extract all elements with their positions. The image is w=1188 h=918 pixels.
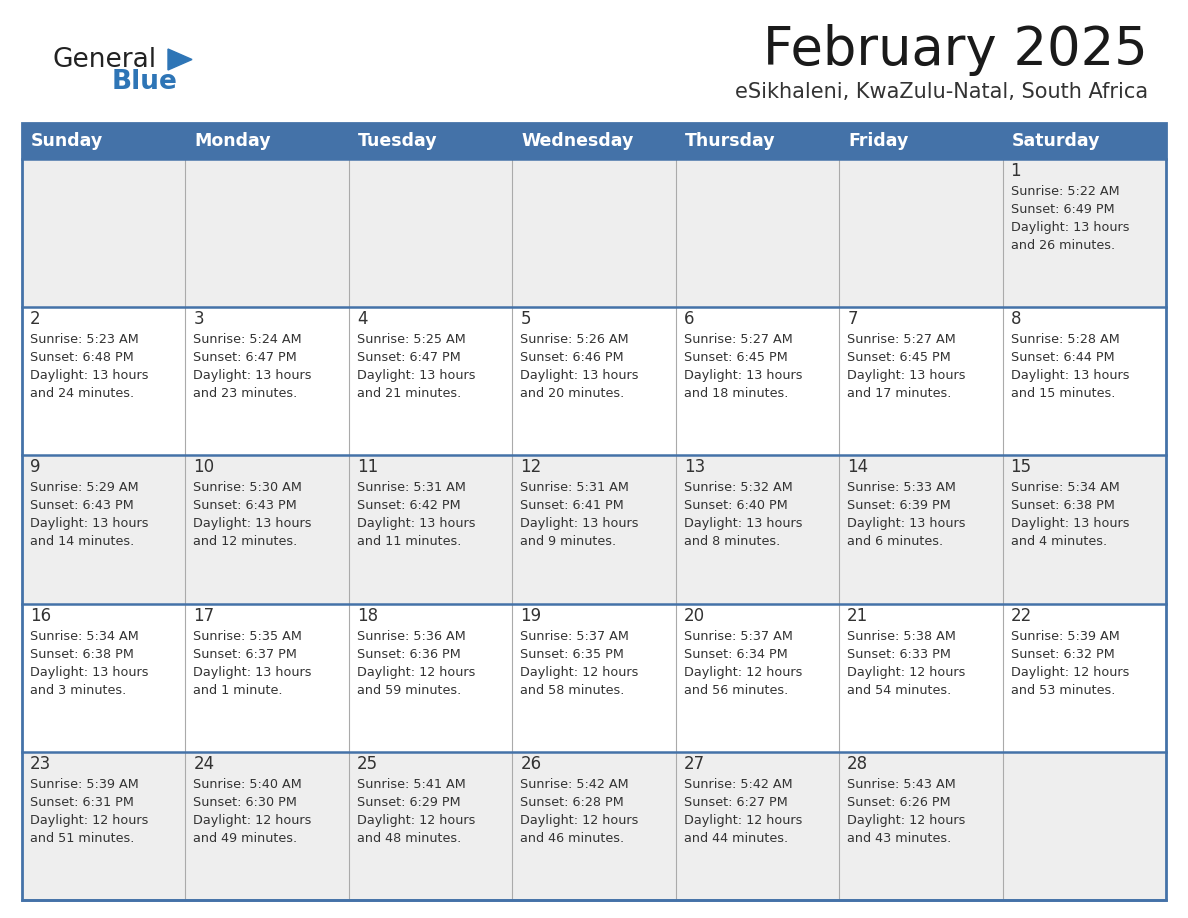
Text: 16: 16 <box>30 607 51 624</box>
Bar <box>185 123 349 159</box>
Text: Sunrise: 5:29 AM
Sunset: 6:43 PM
Daylight: 13 hours
and 14 minutes.: Sunrise: 5:29 AM Sunset: 6:43 PM Dayligh… <box>30 481 148 548</box>
Text: 28: 28 <box>847 755 868 773</box>
Text: Sunrise: 5:41 AM
Sunset: 6:29 PM
Daylight: 12 hours
and 48 minutes.: Sunrise: 5:41 AM Sunset: 6:29 PM Dayligh… <box>356 778 475 845</box>
Text: General: General <box>52 47 156 73</box>
Bar <box>839 123 1003 159</box>
Bar <box>23 752 1165 900</box>
Text: Sunrise: 5:31 AM
Sunset: 6:41 PM
Daylight: 13 hours
and 9 minutes.: Sunrise: 5:31 AM Sunset: 6:41 PM Dayligh… <box>520 481 639 548</box>
Bar <box>349 123 512 159</box>
Text: Monday: Monday <box>195 132 271 150</box>
Polygon shape <box>168 49 192 70</box>
Text: 13: 13 <box>684 458 704 476</box>
Text: Sunrise: 5:27 AM
Sunset: 6:45 PM
Daylight: 13 hours
and 18 minutes.: Sunrise: 5:27 AM Sunset: 6:45 PM Dayligh… <box>684 333 802 400</box>
Text: Thursday: Thursday <box>684 132 776 150</box>
Text: Sunrise: 5:25 AM
Sunset: 6:47 PM
Daylight: 13 hours
and 21 minutes.: Sunrise: 5:25 AM Sunset: 6:47 PM Dayligh… <box>356 333 475 400</box>
Text: 11: 11 <box>356 458 378 476</box>
Text: 3: 3 <box>194 310 204 329</box>
Text: Sunrise: 5:31 AM
Sunset: 6:42 PM
Daylight: 13 hours
and 11 minutes.: Sunrise: 5:31 AM Sunset: 6:42 PM Dayligh… <box>356 481 475 548</box>
Text: 10: 10 <box>194 458 215 476</box>
Text: 23: 23 <box>30 755 51 773</box>
Text: 18: 18 <box>356 607 378 624</box>
Bar <box>1003 123 1165 159</box>
Text: 24: 24 <box>194 755 215 773</box>
Text: 26: 26 <box>520 755 542 773</box>
Bar <box>23 123 1165 900</box>
Text: 22: 22 <box>1011 607 1032 624</box>
Text: 8: 8 <box>1011 310 1020 329</box>
Bar <box>23 308 1165 455</box>
Text: Sunrise: 5:39 AM
Sunset: 6:31 PM
Daylight: 12 hours
and 51 minutes.: Sunrise: 5:39 AM Sunset: 6:31 PM Dayligh… <box>30 778 148 845</box>
Text: 20: 20 <box>684 607 704 624</box>
Text: 4: 4 <box>356 310 367 329</box>
Text: Sunrise: 5:42 AM
Sunset: 6:27 PM
Daylight: 12 hours
and 44 minutes.: Sunrise: 5:42 AM Sunset: 6:27 PM Dayligh… <box>684 778 802 845</box>
Bar <box>676 123 839 159</box>
Text: Sunrise: 5:39 AM
Sunset: 6:32 PM
Daylight: 12 hours
and 53 minutes.: Sunrise: 5:39 AM Sunset: 6:32 PM Dayligh… <box>1011 630 1129 697</box>
Text: 6: 6 <box>684 310 694 329</box>
Text: eSikhaleni, KwaZulu-Natal, South Africa: eSikhaleni, KwaZulu-Natal, South Africa <box>735 82 1148 102</box>
Text: 5: 5 <box>520 310 531 329</box>
Text: Sunrise: 5:28 AM
Sunset: 6:44 PM
Daylight: 13 hours
and 15 minutes.: Sunrise: 5:28 AM Sunset: 6:44 PM Dayligh… <box>1011 333 1129 400</box>
Text: Tuesday: Tuesday <box>358 132 437 150</box>
Text: Wednesday: Wednesday <box>522 132 633 150</box>
Text: Sunrise: 5:26 AM
Sunset: 6:46 PM
Daylight: 13 hours
and 20 minutes.: Sunrise: 5:26 AM Sunset: 6:46 PM Dayligh… <box>520 333 639 400</box>
Text: Sunday: Sunday <box>31 132 103 150</box>
Text: 19: 19 <box>520 607 542 624</box>
Text: Sunrise: 5:42 AM
Sunset: 6:28 PM
Daylight: 12 hours
and 46 minutes.: Sunrise: 5:42 AM Sunset: 6:28 PM Dayligh… <box>520 778 639 845</box>
Text: 27: 27 <box>684 755 704 773</box>
Text: Sunrise: 5:40 AM
Sunset: 6:30 PM
Daylight: 12 hours
and 49 minutes.: Sunrise: 5:40 AM Sunset: 6:30 PM Dayligh… <box>194 778 311 845</box>
Text: 17: 17 <box>194 607 215 624</box>
Text: 2: 2 <box>30 310 40 329</box>
Text: Blue: Blue <box>112 69 178 95</box>
Text: Sunrise: 5:27 AM
Sunset: 6:45 PM
Daylight: 13 hours
and 17 minutes.: Sunrise: 5:27 AM Sunset: 6:45 PM Dayligh… <box>847 333 966 400</box>
Text: Sunrise: 5:23 AM
Sunset: 6:48 PM
Daylight: 13 hours
and 24 minutes.: Sunrise: 5:23 AM Sunset: 6:48 PM Dayligh… <box>30 333 148 400</box>
Text: 25: 25 <box>356 755 378 773</box>
Text: 1: 1 <box>1011 162 1022 180</box>
Text: Sunrise: 5:36 AM
Sunset: 6:36 PM
Daylight: 12 hours
and 59 minutes.: Sunrise: 5:36 AM Sunset: 6:36 PM Dayligh… <box>356 630 475 697</box>
Text: Sunrise: 5:33 AM
Sunset: 6:39 PM
Daylight: 13 hours
and 6 minutes.: Sunrise: 5:33 AM Sunset: 6:39 PM Dayligh… <box>847 481 966 548</box>
Text: Sunrise: 5:37 AM
Sunset: 6:35 PM
Daylight: 12 hours
and 58 minutes.: Sunrise: 5:37 AM Sunset: 6:35 PM Dayligh… <box>520 630 639 697</box>
Text: Sunrise: 5:35 AM
Sunset: 6:37 PM
Daylight: 13 hours
and 1 minute.: Sunrise: 5:35 AM Sunset: 6:37 PM Dayligh… <box>194 630 312 697</box>
Bar <box>23 123 185 159</box>
Text: 14: 14 <box>847 458 868 476</box>
Bar <box>23 455 1165 604</box>
Bar <box>512 123 676 159</box>
Text: Sunrise: 5:34 AM
Sunset: 6:38 PM
Daylight: 13 hours
and 3 minutes.: Sunrise: 5:34 AM Sunset: 6:38 PM Dayligh… <box>30 630 148 697</box>
Text: Sunrise: 5:34 AM
Sunset: 6:38 PM
Daylight: 13 hours
and 4 minutes.: Sunrise: 5:34 AM Sunset: 6:38 PM Dayligh… <box>1011 481 1129 548</box>
Text: 12: 12 <box>520 458 542 476</box>
Text: Sunrise: 5:38 AM
Sunset: 6:33 PM
Daylight: 12 hours
and 54 minutes.: Sunrise: 5:38 AM Sunset: 6:33 PM Dayligh… <box>847 630 966 697</box>
Text: Sunrise: 5:30 AM
Sunset: 6:43 PM
Daylight: 13 hours
and 12 minutes.: Sunrise: 5:30 AM Sunset: 6:43 PM Dayligh… <box>194 481 312 548</box>
Text: 21: 21 <box>847 607 868 624</box>
Text: Sunrise: 5:37 AM
Sunset: 6:34 PM
Daylight: 12 hours
and 56 minutes.: Sunrise: 5:37 AM Sunset: 6:34 PM Dayligh… <box>684 630 802 697</box>
Text: Friday: Friday <box>848 132 909 150</box>
Text: February 2025: February 2025 <box>763 24 1148 76</box>
Text: 15: 15 <box>1011 458 1031 476</box>
Text: Sunrise: 5:24 AM
Sunset: 6:47 PM
Daylight: 13 hours
and 23 minutes.: Sunrise: 5:24 AM Sunset: 6:47 PM Dayligh… <box>194 333 312 400</box>
Text: Sunrise: 5:32 AM
Sunset: 6:40 PM
Daylight: 13 hours
and 8 minutes.: Sunrise: 5:32 AM Sunset: 6:40 PM Dayligh… <box>684 481 802 548</box>
Bar <box>23 159 1165 308</box>
Text: 7: 7 <box>847 310 858 329</box>
Text: 9: 9 <box>30 458 40 476</box>
Text: Sunrise: 5:43 AM
Sunset: 6:26 PM
Daylight: 12 hours
and 43 minutes.: Sunrise: 5:43 AM Sunset: 6:26 PM Dayligh… <box>847 778 966 845</box>
Text: Sunrise: 5:22 AM
Sunset: 6:49 PM
Daylight: 13 hours
and 26 minutes.: Sunrise: 5:22 AM Sunset: 6:49 PM Dayligh… <box>1011 185 1129 252</box>
Text: Saturday: Saturday <box>1011 132 1100 150</box>
Bar <box>23 604 1165 752</box>
